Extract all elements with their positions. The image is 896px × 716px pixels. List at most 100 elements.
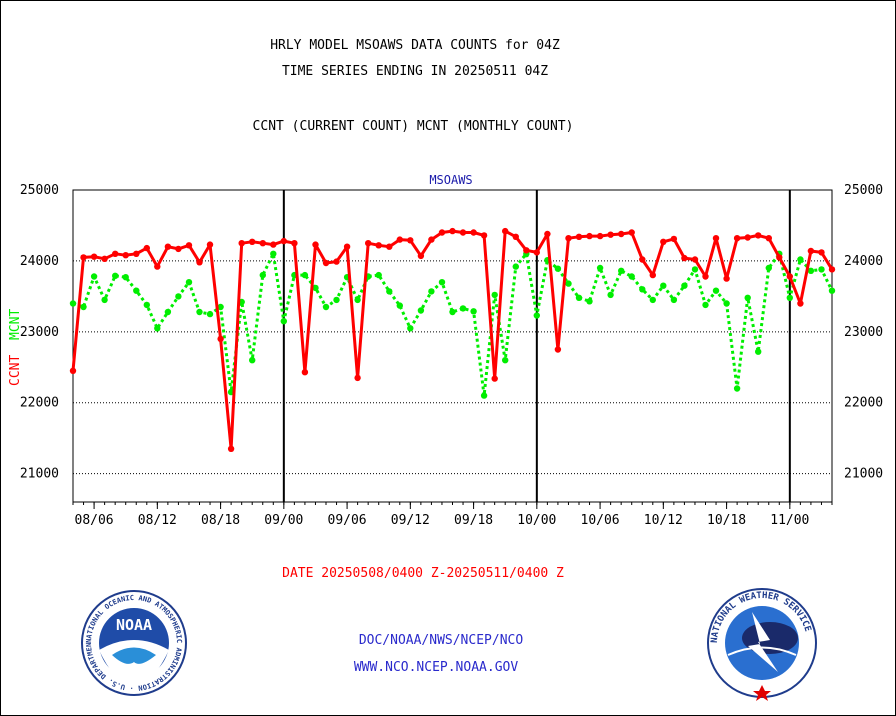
data-point-ccnt [438,229,446,236]
data-point-mcnt [755,348,762,355]
x-axis: 08/06 08/12 08/18 09/00 09/06 09/12 09/18 10/00… [72,502,833,528]
data-point-ccnt [818,249,825,256]
data-point-mcnt [333,296,340,304]
data-point-ccnt [133,250,140,257]
data-point-ccnt [639,256,646,263]
y-tick-label-right: 22000 [844,396,883,411]
x-tick-label: 09/12 [391,513,430,528]
data-point-ccnt [407,237,414,244]
x-tick-label: 09/00 [264,513,303,528]
series-line-ccnt [71,229,834,451]
data-point-mcnt [407,325,414,332]
y-axis-label-mcnt: MCNT [8,309,23,340]
data-point-ccnt [417,252,425,260]
data-point-mcnt [249,357,256,364]
data-point-mcnt [375,271,382,279]
data-point-ccnt [196,259,203,266]
data-point-ccnt [280,237,287,245]
data-point-mcnt [786,294,793,301]
data-point-mcnt [143,301,150,309]
data-point-ccnt [723,275,730,282]
data-point-mcnt [69,300,77,307]
data-point-mcnt [670,296,678,304]
series-mcnt [69,250,836,399]
website-link[interactable]: WWW.NCO.NCEP.NOAA.GOV [353,660,519,675]
data-point-mcnt [185,279,193,286]
data-point-mcnt [691,266,699,273]
data-point-ccnt [312,241,319,248]
data-point-mcnt [354,296,361,304]
org-path-text: DOC/NOAA/NWS/NCEP/NCO [358,633,524,648]
x-tick-label: 08/18 [201,513,240,528]
x-tick-label: 10/18 [707,513,746,528]
y-axis-right: 21000 22000 23000 24000 25000 [844,183,883,482]
data-point-mcnt [122,274,129,281]
data-point-mcnt [154,325,161,332]
data-point-mcnt [80,303,87,311]
data-point-mcnt [744,294,751,301]
data-point-mcnt [565,280,572,287]
data-point-ccnt [744,234,751,241]
data-point-mcnt [90,273,98,280]
data-point-mcnt [596,264,604,272]
data-point-ccnt [459,229,467,236]
data-point-ccnt [670,235,678,243]
data-point-ccnt [586,232,593,240]
data-point-ccnt [428,236,435,243]
y-tick-label-right: 25000 [844,183,883,198]
x-tick-label: 10/12 [644,513,683,528]
data-point-ccnt [755,232,762,239]
data-point-mcnt [681,282,688,289]
data-point-ccnt [386,243,393,250]
data-point-mcnt [259,271,266,279]
data-point-ccnt [291,240,298,247]
data-point-ccnt [470,229,477,236]
data-point-ccnt [786,273,793,280]
data-point-ccnt [259,240,266,247]
data-point-mcnt [417,307,425,314]
data-point-mcnt [628,273,635,280]
data-point-mcnt [133,287,140,294]
x-tick-label: 10/06 [581,513,620,528]
data-point-ccnt [122,252,129,259]
data-point-ccnt [502,227,509,235]
data-point-ccnt [575,233,583,240]
data-point-mcnt [470,308,477,315]
data-point-ccnt [343,243,351,250]
data-point-ccnt [776,254,783,261]
data-point-ccnt [69,367,77,374]
nws-logo: NATIONAL WEATHER SERVICE [707,588,817,701]
data-point-ccnt [523,247,530,254]
data-point-ccnt [270,241,277,248]
data-point-mcnt [533,312,540,319]
data-point-ccnt [765,235,772,242]
data-point-ccnt [112,250,119,257]
data-point-mcnt [101,296,108,304]
data-point-ccnt [649,271,656,279]
data-point-mcnt [702,301,709,309]
data-point-mcnt [396,302,403,309]
x-tick-label: 08/12 [138,513,177,528]
data-point-ccnt [691,256,699,263]
data-point-ccnt [396,236,403,243]
x-tick-label: 10/00 [517,513,556,528]
data-point-mcnt [322,303,330,311]
data-point-ccnt [712,235,720,242]
data-point-mcnt [491,291,498,299]
chart-header-line-1: HRLY MODEL MSOAWS DATA COUNTS for 04Z [270,38,560,53]
data-point-mcnt [828,287,836,294]
data-point-mcnt [459,305,467,312]
data-point-mcnt [428,288,435,295]
data-point-ccnt [375,242,382,249]
data-point-mcnt [649,296,656,304]
data-point-ccnt [333,258,340,265]
data-point-mcnt [733,385,741,392]
chart-header-line-2: TIME SERIES ENDING IN 20250511 04Z [281,64,549,79]
plot-title: MSOAWS [429,173,472,187]
data-point-mcnt [301,271,309,279]
data-point-mcnt [312,284,319,292]
y-tick-label-left: 23000 [20,325,59,340]
data-point-ccnt [807,247,815,255]
y-tick-label-left: 25000 [20,183,59,198]
